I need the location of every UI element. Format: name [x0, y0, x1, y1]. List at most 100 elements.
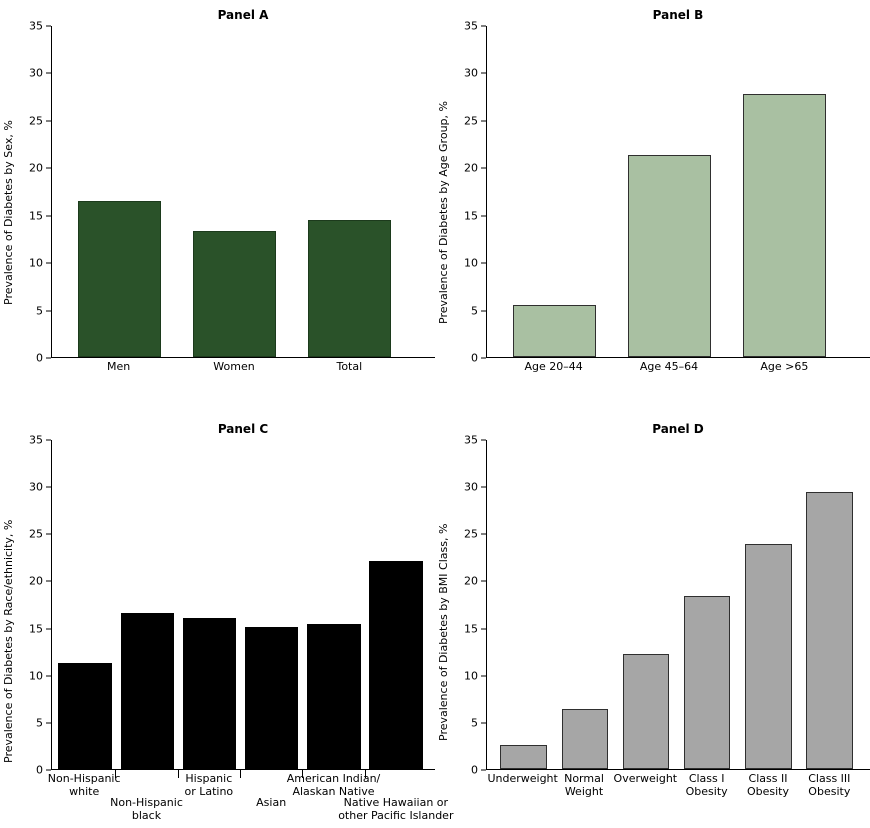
x-tick-label-non-hispanic-black: Non-Hispanic black: [110, 796, 183, 822]
y-tick-20: 20: [29, 575, 51, 588]
bar-class-iii-obesity: [806, 491, 853, 769]
y-tick-label: 30: [464, 66, 478, 80]
y-tick-label: 20: [29, 161, 43, 175]
panel-d-title: Panel D: [652, 422, 704, 436]
x-tick-label-class-ii-obesity: Class II Obesity: [746, 772, 790, 798]
x-tick-label-women: Women: [213, 360, 255, 373]
x-boundary-tick: [302, 770, 304, 778]
bar-slot: [612, 26, 727, 357]
x-boundary-tick: [364, 770, 366, 778]
y-tick-mark: [481, 486, 486, 488]
panel-d-x-axis-labels: Underweight Normal Weight Overweight Class …: [486, 770, 870, 810]
y-tick-label: 5: [36, 716, 43, 730]
y-tick-mark: [481, 262, 486, 264]
bar-slot: [62, 26, 177, 357]
bar-slot: [365, 440, 427, 769]
bar-slot: [241, 440, 303, 769]
y-tick-mark: [481, 310, 486, 312]
panel-b-title: Panel B: [652, 8, 704, 22]
x-tick-label-age-45-64: Age 45–64: [639, 360, 699, 373]
y-tick-label: 10: [29, 256, 43, 270]
x-tick-label-american-indian-alaskan-native: American Indian/ Alaskan Native: [286, 772, 381, 798]
y-tick-label: 20: [29, 574, 43, 588]
y-tick-35: 35: [29, 434, 51, 447]
y-tick-mark: [481, 25, 486, 27]
y-tick-label: 30: [464, 480, 478, 494]
y-tick-mark: [481, 580, 486, 582]
bar-american-indian-alaskan-native: [307, 624, 361, 769]
bar-slot: [54, 440, 116, 769]
x-tick-label-normal-weight: Normal Weight: [564, 772, 604, 798]
bar-slot: [292, 26, 407, 357]
x-boundary-tick: [240, 770, 241, 778]
y-tick-20: 20: [464, 575, 486, 588]
y-tick-20: 20: [29, 162, 51, 175]
panel-d: Prevalence of Diabetes by BMI Class, % P…: [435, 414, 870, 828]
y-tick-label: 35: [29, 19, 43, 33]
y-tick-0: 0: [471, 352, 486, 365]
y-tick-5: 5: [36, 716, 51, 729]
y-tick-5: 5: [471, 716, 486, 729]
bar-women: [193, 231, 276, 357]
panel-a-y-axis: 35 30 25 20 15 10 5 0: [17, 20, 51, 365]
x-tick-label-non-hispanic-white: Non-Hispanic white: [47, 772, 121, 798]
y-tick-mark: [481, 769, 486, 771]
y-tick-label: 25: [464, 114, 478, 128]
bar-total: [308, 219, 391, 357]
y-tick-label: 35: [464, 433, 478, 447]
bar-slot: [799, 440, 860, 769]
y-tick-30: 30: [29, 481, 51, 494]
y-tick-mark: [481, 215, 486, 217]
y-tick-0: 0: [36, 764, 51, 777]
y-tick-10: 10: [29, 669, 51, 682]
y-tick-15: 15: [29, 209, 51, 222]
y-tick-15: 15: [464, 209, 486, 222]
y-tick-label: 20: [464, 574, 478, 588]
y-tick-label: 25: [464, 527, 478, 541]
bar-asian: [244, 627, 299, 769]
y-tick-mark: [46, 439, 51, 441]
y-tick-30: 30: [464, 481, 486, 494]
y-tick-25: 25: [29, 528, 51, 541]
y-tick-label: 0: [36, 351, 43, 365]
bar-class-ii-obesity: [745, 544, 792, 769]
y-tick-mark: [46, 310, 51, 312]
panel-c-plot-area: [51, 440, 435, 770]
y-tick-mark: [481, 533, 486, 535]
y-tick-35: 35: [464, 20, 486, 33]
y-tick-label: 15: [464, 209, 478, 223]
y-tick-label: 5: [36, 304, 43, 318]
y-tick-10: 10: [29, 257, 51, 270]
bar-slot: [303, 440, 365, 769]
y-tick-mark: [46, 486, 51, 488]
panel-d-y-axis: 35 30 25 20 15 10 5 0: [452, 434, 486, 777]
panel-c-title: Panel C: [217, 422, 269, 436]
x-tick-label-age-20-44: Age 20–44: [524, 360, 583, 373]
y-tick-label: 0: [471, 351, 478, 365]
bar-slot: [178, 440, 240, 769]
y-tick-35: 35: [464, 434, 486, 447]
x-tick-label-total: Total: [336, 360, 363, 373]
bar-non-hispanic-black: [120, 612, 174, 769]
panel-b-y-axis: 35 30 25 20 15 10 5 0: [452, 20, 486, 365]
y-tick-mark: [46, 357, 51, 359]
y-tick-mark: [481, 357, 486, 359]
bar-class-i-obesity: [683, 596, 731, 769]
panel-d-y-axis-title: Prevalence of Diabetes by BMI Class, %: [437, 523, 450, 741]
bar-slot: [677, 440, 738, 769]
y-tick-label: 30: [29, 66, 43, 80]
y-tick-mark: [46, 722, 51, 724]
bar-underweight: [500, 744, 547, 769]
bar-age-20-44: [513, 305, 596, 357]
y-tick-20: 20: [464, 162, 486, 175]
x-tick-label-class-iii-obesity: Class III Obesity: [808, 772, 851, 798]
y-tick-mark: [481, 439, 486, 441]
x-tick-label-overweight: Overweight: [613, 772, 678, 785]
panel-b-y-axis-title: Prevalence of Diabetes by Age Group, %: [437, 101, 450, 325]
y-tick-label: 0: [36, 763, 43, 777]
bar-age-65: [743, 94, 826, 357]
panel-a: Prevalence of Diabetes by Sex, % Panel A…: [0, 0, 435, 414]
bar-men: [78, 200, 161, 357]
y-tick-mark: [46, 215, 51, 217]
y-tick-mark: [481, 72, 486, 74]
